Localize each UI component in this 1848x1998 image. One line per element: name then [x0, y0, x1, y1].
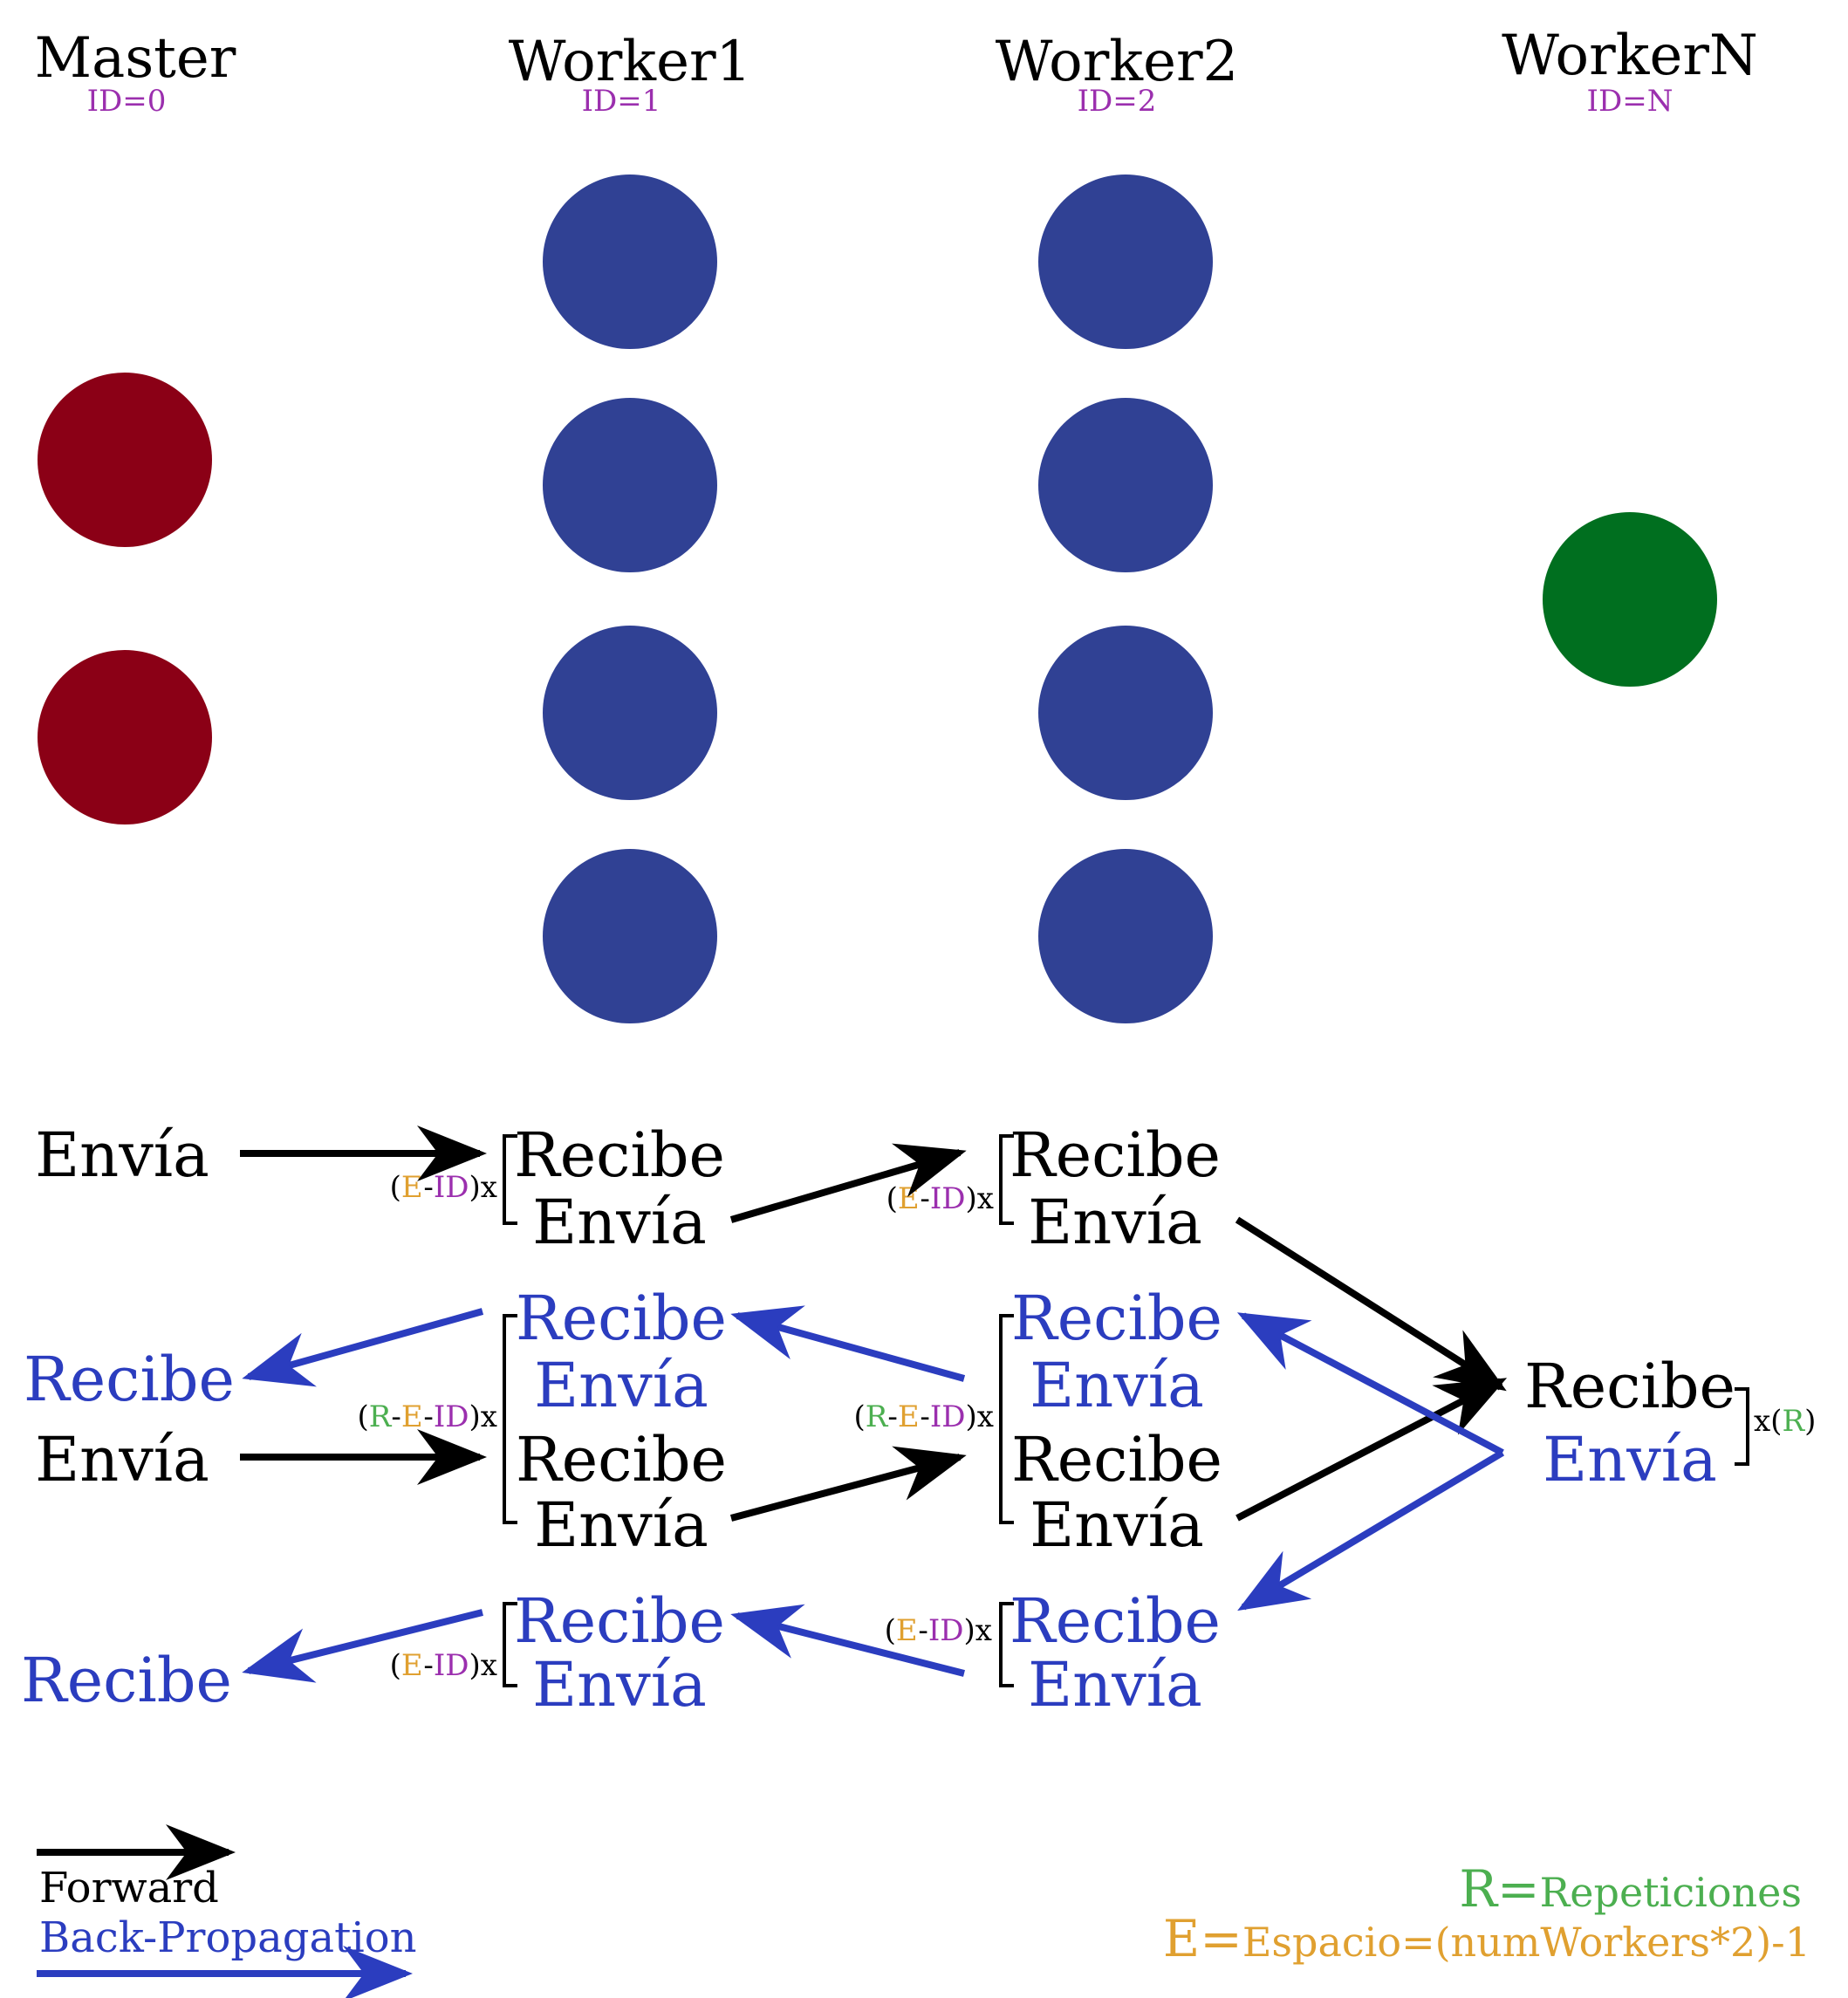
worker2-node	[1038, 849, 1213, 1023]
bracket-w1-repeat	[503, 1314, 517, 1524]
master-envia-1: Envía	[35, 1119, 209, 1191]
worker1-labels: Recibe Envía Recibe Envía Recibe Envía R…	[514, 1119, 727, 1721]
w2-envia-a: Envía	[1028, 1187, 1202, 1258]
master-nodes	[38, 373, 212, 825]
workerN-nodes	[1543, 512, 1717, 687]
worker1-node	[543, 626, 717, 800]
workerN-title: WorkerN	[1502, 24, 1758, 88]
legend-backprop-label: Back-Propagation	[39, 1913, 417, 1962]
master-labels: Envía Recibe Envía Recibe	[21, 1119, 235, 1716]
worker2-title: Worker2	[996, 30, 1239, 94]
bracket-workerN-repeat	[1735, 1387, 1749, 1466]
arrow-w1-to-master-a	[242, 1308, 484, 1387]
backprop-arrows	[242, 1305, 1505, 1683]
worker2-node	[1038, 398, 1213, 572]
worker1-node	[543, 849, 717, 1023]
workerN-node	[1543, 512, 1717, 687]
workerN-labels: Recibe Envía	[1524, 1351, 1735, 1495]
worker1-node	[543, 398, 717, 572]
worker2-node	[1038, 626, 1213, 800]
legend-forward-label: Forward	[39, 1864, 219, 1912]
bracket-w1-forward	[503, 1134, 517, 1225]
arrow-w2-to-wN-b	[1235, 1378, 1508, 1522]
mult-w2-backprop: (E-ID)x	[885, 1613, 992, 1648]
w1-recibe-d: Recibe	[514, 1585, 725, 1657]
arrow-w2-to-wN-a	[1235, 1216, 1507, 1392]
mult-workerN-repeat: x(R)	[1754, 1404, 1816, 1439]
w1-envia-b: Envía	[534, 1350, 708, 1421]
w2-recibe-d: Recibe	[1010, 1585, 1221, 1657]
worker1-node	[543, 174, 717, 349]
master-recibe-1: Recibe	[24, 1344, 235, 1415]
mult-w2-forward: (E-ID)x	[886, 1181, 994, 1216]
w1-recibe-b: Recibe	[516, 1283, 727, 1354]
w2-recibe-b: Recibe	[1011, 1283, 1222, 1354]
master-node	[38, 650, 212, 825]
worker1-title: Worker1	[509, 30, 752, 94]
master-envia-2: Envía	[35, 1424, 209, 1495]
master-node	[38, 373, 212, 547]
legend-E-definition: E=Espacio=(numWorkers*2)-1	[1163, 1909, 1810, 1968]
worker2-labels: Recibe Envía Recibe Envía Recibe Envía R…	[1010, 1119, 1222, 1721]
bracket-w2-forward	[999, 1134, 1014, 1225]
mult-w1-forward: (E-ID)x	[390, 1170, 497, 1205]
w2-envia-c: Envía	[1030, 1489, 1204, 1561]
master-id-label: ID=0	[87, 84, 167, 119]
w2-recibe-c: Recibe	[1011, 1424, 1222, 1495]
worker2-id-label: ID=2	[1078, 84, 1157, 119]
forward-arrows	[240, 1126, 1508, 1522]
multiplier-labels: (E-ID)x (E-ID)x (R-E-ID)x (R-E-ID)x (E-I…	[358, 1170, 1817, 1683]
worker2-node	[1038, 174, 1213, 349]
mult-w1-repeat: (R-E-ID)x	[358, 1399, 497, 1434]
worker1-nodes	[543, 174, 717, 1023]
w1-recibe-c: Recibe	[516, 1424, 727, 1495]
master-recibe-2: Recibe	[21, 1645, 232, 1716]
mult-w2-repeat: (R-E-ID)x	[854, 1399, 994, 1434]
column-headers: Master ID=0 Worker1 ID=1 Worker2 ID=2 Wo…	[35, 24, 1758, 119]
workerN-id-label: ID=N	[1587, 84, 1673, 119]
legend-R-definition: R=Repeticiones	[1459, 1859, 1802, 1919]
legend: Forward Back-Propagation R=Repeticiones …	[37, 1824, 1810, 1998]
mult-w1-backprop: (E-ID)x	[390, 1648, 497, 1683]
arrow-wN-to-w2-a	[1236, 1312, 1504, 1456]
w1-envia-a: Envía	[532, 1187, 707, 1258]
worker1-id-label: ID=1	[582, 84, 661, 119]
arrow-w2-to-w1-b	[730, 1604, 965, 1677]
arrow-w2-to-w1-a	[730, 1305, 966, 1382]
wN-envia: Envía	[1543, 1424, 1717, 1495]
w1-recibe-a: Recibe	[514, 1119, 725, 1191]
master-title: Master	[35, 26, 236, 91]
w2-envia-d: Envía	[1028, 1649, 1202, 1721]
w2-envia-b: Envía	[1030, 1350, 1204, 1421]
arrow-wN-to-w2-b	[1237, 1449, 1505, 1611]
brackets	[503, 1134, 1749, 1687]
bracket-w2-backprop	[999, 1602, 1014, 1687]
bracket-w2-repeat	[999, 1314, 1014, 1524]
arrow-w1-to-master-b	[242, 1609, 483, 1683]
w1-envia-c: Envía	[534, 1489, 708, 1561]
w2-recibe-a: Recibe	[1010, 1119, 1221, 1191]
arrow-w1-to-w2-b	[729, 1446, 967, 1522]
bracket-w1-backprop	[503, 1602, 517, 1687]
arrow-w1-to-w2-a	[729, 1143, 967, 1223]
wN-recibe: Recibe	[1524, 1351, 1735, 1422]
w1-envia-d: Envía	[532, 1649, 707, 1721]
worker2-nodes	[1038, 174, 1213, 1023]
